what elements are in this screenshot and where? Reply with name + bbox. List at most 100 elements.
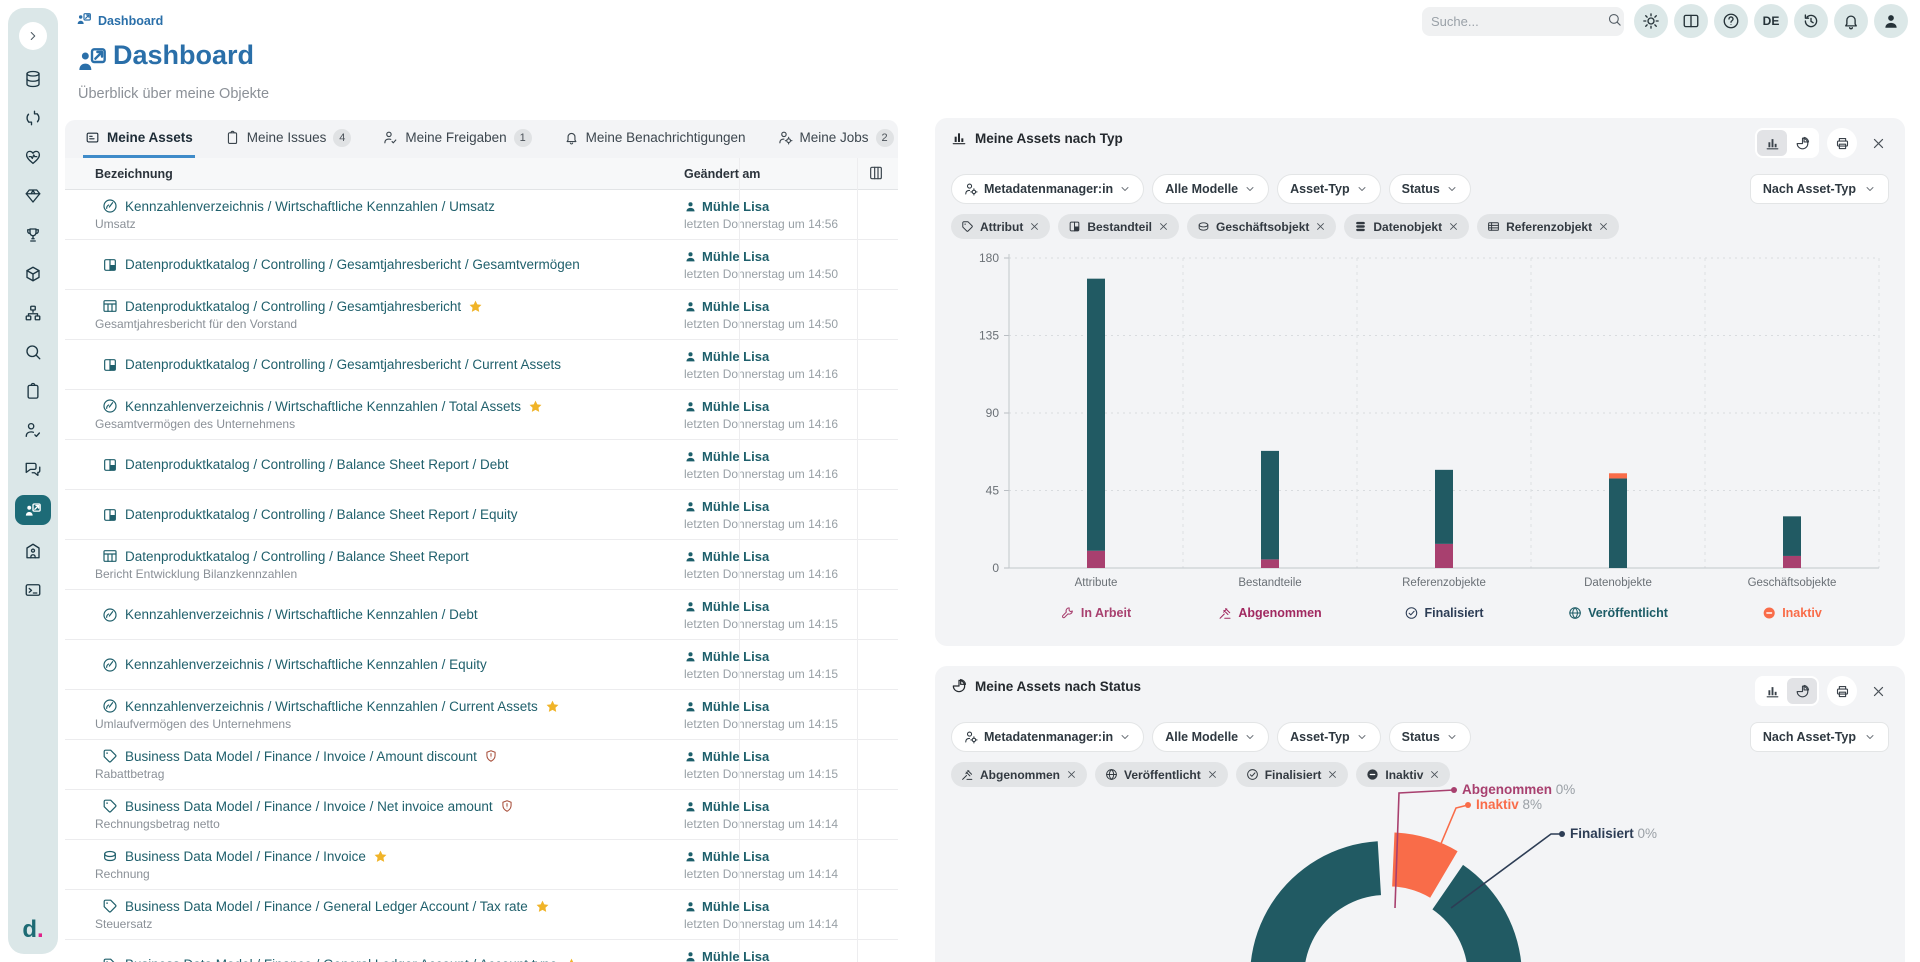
chip-abgenommen[interactable]: Abgenommen [951, 762, 1088, 787]
tab-meine-assets[interactable]: Meine Assets [83, 120, 195, 158]
asset-link[interactable]: Datenproduktkatalog / Controlling / Bala… [125, 548, 469, 564]
filter-metadatenmanager-in[interactable]: Metadatenmanager:in [951, 174, 1145, 204]
column-settings-icon[interactable] [868, 165, 884, 184]
topbar-bell-icon[interactable] [1834, 4, 1868, 38]
asset-link[interactable]: Business Data Model / Finance / Invoice … [125, 748, 477, 764]
remove-chip-icon[interactable] [1029, 221, 1040, 232]
table-row[interactable]: Datenproduktkatalog / Controlling / Bala… [65, 490, 898, 540]
asset-link[interactable]: Datenproduktkatalog / Controlling / Gesa… [125, 357, 561, 372]
group-by-select[interactable]: Nach Asset-Typ [1749, 722, 1889, 752]
table-row[interactable]: Kennzahlenverzeichnis / Wirtschaftliche … [65, 190, 898, 240]
pie-chart-view-button[interactable] [1787, 130, 1817, 156]
sidebar-item-trophy[interactable] [16, 222, 50, 248]
asset-link[interactable]: Kennzahlenverzeichnis / Wirtschaftliche … [125, 398, 521, 414]
print-button[interactable] [1827, 128, 1857, 158]
chip-referenzobjekt[interactable]: Referenzobjekt [1477, 214, 1620, 239]
remove-chip-icon[interactable] [1066, 769, 1077, 780]
asset-link[interactable]: Datenproduktkatalog / Controlling / Gesa… [125, 257, 580, 272]
table-row[interactable]: Datenproduktkatalog / Controlling / Gesa… [65, 290, 898, 340]
topbar-columns-icon[interactable] [1674, 4, 1708, 38]
asset-link[interactable]: Business Data Model / Finance / Invoice [125, 848, 366, 864]
remove-chip-icon[interactable] [1598, 221, 1609, 232]
bar-chart-view-button[interactable] [1757, 678, 1787, 704]
topbar-history-icon[interactable] [1794, 4, 1828, 38]
sidebar-item-search[interactable] [16, 339, 50, 365]
table-row[interactable]: Kennzahlenverzeichnis / Wirtschaftliche … [65, 690, 898, 740]
chip-inaktiv[interactable]: Inaktiv [1356, 762, 1451, 787]
sidebar-collapse-button[interactable] [19, 22, 47, 50]
breadcrumb[interactable]: Dashboard [76, 11, 163, 30]
asset-link[interactable]: Business Data Model / Finance / General … [125, 898, 528, 914]
asset-link[interactable]: Kennzahlenverzeichnis / Wirtschaftliche … [125, 698, 538, 714]
filter-asset-typ[interactable]: Asset-Typ [1277, 174, 1381, 204]
asset-link[interactable]: Business Data Model / Finance / Invoice … [125, 798, 493, 814]
asset-link[interactable]: Datenproduktkatalog / Controlling / Bala… [125, 507, 518, 522]
topbar-help-icon[interactable] [1714, 4, 1748, 38]
asset-link[interactable]: Business Data Model / Finance / General … [125, 957, 557, 962]
filter-alle-modelle[interactable]: Alle Modelle [1152, 722, 1270, 752]
table-row[interactable]: Business Data Model / Finance / Invoice … [65, 740, 898, 790]
sidebar-item-building[interactable] [16, 538, 50, 564]
sidebar-item-terminal[interactable] [16, 577, 50, 603]
chip-finalisiert[interactable]: Finalisiert [1235, 762, 1349, 787]
tab-meine-freigaben[interactable]: Meine Freigaben 1 [381, 120, 533, 158]
filter-status[interactable]: Status [1388, 722, 1471, 752]
chip-datenobjekt[interactable]: Datenobjekt [1344, 214, 1470, 239]
sidebar-item-recycle[interactable] [16, 105, 50, 131]
filter-status[interactable]: Status [1388, 174, 1471, 204]
table-row[interactable]: Kennzahlenverzeichnis / Wirtschaftliche … [65, 590, 898, 640]
table-row[interactable]: Business Data Model / Finance / Invoice … [65, 790, 898, 840]
chip-ver-ffentlicht[interactable]: Veröffentlicht [1095, 762, 1228, 787]
remove-chip-icon[interactable] [1429, 769, 1440, 780]
sidebar-item-heart-pulse[interactable] [16, 144, 50, 170]
sidebar-item-sitemap[interactable] [16, 300, 50, 326]
topbar-user-icon[interactable] [1874, 4, 1908, 38]
table-row[interactable]: Datenproduktkatalog / Controlling / Bala… [65, 540, 898, 590]
asset-link[interactable]: Datenproduktkatalog / Controlling / Bala… [125, 457, 509, 472]
table-row[interactable]: Business Data Model / Finance / General … [65, 890, 898, 940]
chip-bestandteil[interactable]: Bestandteil [1058, 214, 1180, 239]
remove-chip-icon[interactable] [1315, 221, 1326, 232]
sidebar-item-clipboard[interactable] [16, 378, 50, 404]
close-card-button[interactable] [1865, 136, 1891, 151]
topbar-sun-icon[interactable] [1634, 4, 1668, 38]
print-button[interactable] [1827, 676, 1857, 706]
legend-abgenommen[interactable]: Abgenommen [1218, 606, 1322, 620]
language-button[interactable]: DE [1754, 4, 1788, 38]
asset-link[interactable]: Kennzahlenverzeichnis / Wirtschaftliche … [125, 607, 478, 622]
table-row[interactable]: Datenproduktkatalog / Controlling / Gesa… [65, 340, 898, 390]
table-row[interactable]: Datenproduktkatalog / Controlling / Gesa… [65, 240, 898, 290]
table-row[interactable]: Kennzahlenverzeichnis / Wirtschaftliche … [65, 640, 898, 690]
group-by-select[interactable]: Nach Asset-Typ [1749, 174, 1889, 204]
tab-meine-benachrichtigungen[interactable]: Meine Benachrichtigungen [562, 120, 748, 158]
pie-chart-view-button[interactable] [1787, 678, 1817, 704]
search-icon[interactable] [1607, 12, 1622, 32]
sidebar-item-dashboard[interactable] [15, 495, 51, 525]
remove-chip-icon[interactable] [1327, 769, 1338, 780]
asset-link[interactable]: Datenproduktkatalog / Controlling / Gesa… [125, 298, 462, 314]
filter-asset-typ[interactable]: Asset-Typ [1277, 722, 1381, 752]
sidebar-item-package[interactable] [16, 261, 50, 287]
tab-meine-jobs[interactable]: Meine Jobs 2 [776, 120, 896, 158]
chip-gesch-ftsobjekt[interactable]: Geschäftsobjekt [1187, 214, 1337, 239]
legend-inaktiv[interactable]: Inaktiv [1762, 606, 1822, 620]
legend-in-arbeit[interactable]: In Arbeit [1061, 606, 1131, 620]
sidebar-item-database[interactable] [16, 66, 50, 92]
table-row[interactable]: Business Data Model / Finance / General … [65, 940, 898, 962]
remove-chip-icon[interactable] [1448, 221, 1459, 232]
legend-finalisiert[interactable]: Finalisiert [1404, 606, 1484, 620]
legend-ver-ffentlicht[interactable]: Veröffentlicht [1568, 606, 1668, 620]
table-row[interactable]: Business Data Model / Finance / Invoice R… [65, 840, 898, 890]
table-row[interactable]: Kennzahlenverzeichnis / Wirtschaftliche … [65, 390, 898, 440]
search-input[interactable] [1431, 14, 1607, 29]
remove-chip-icon[interactable] [1158, 221, 1169, 232]
sidebar-item-chat[interactable] [16, 456, 50, 482]
filter-alle-modelle[interactable]: Alle Modelle [1152, 174, 1270, 204]
table-row[interactable]: Datenproduktkatalog / Controlling / Bala… [65, 440, 898, 490]
asset-link[interactable]: Kennzahlenverzeichnis / Wirtschaftliche … [125, 198, 495, 214]
tab-meine-issues[interactable]: Meine Issues 4 [223, 120, 354, 158]
sidebar-item-person-check[interactable] [16, 417, 50, 443]
close-card-button[interactable] [1865, 684, 1891, 699]
sidebar-item-gem[interactable] [16, 183, 50, 209]
remove-chip-icon[interactable] [1207, 769, 1218, 780]
